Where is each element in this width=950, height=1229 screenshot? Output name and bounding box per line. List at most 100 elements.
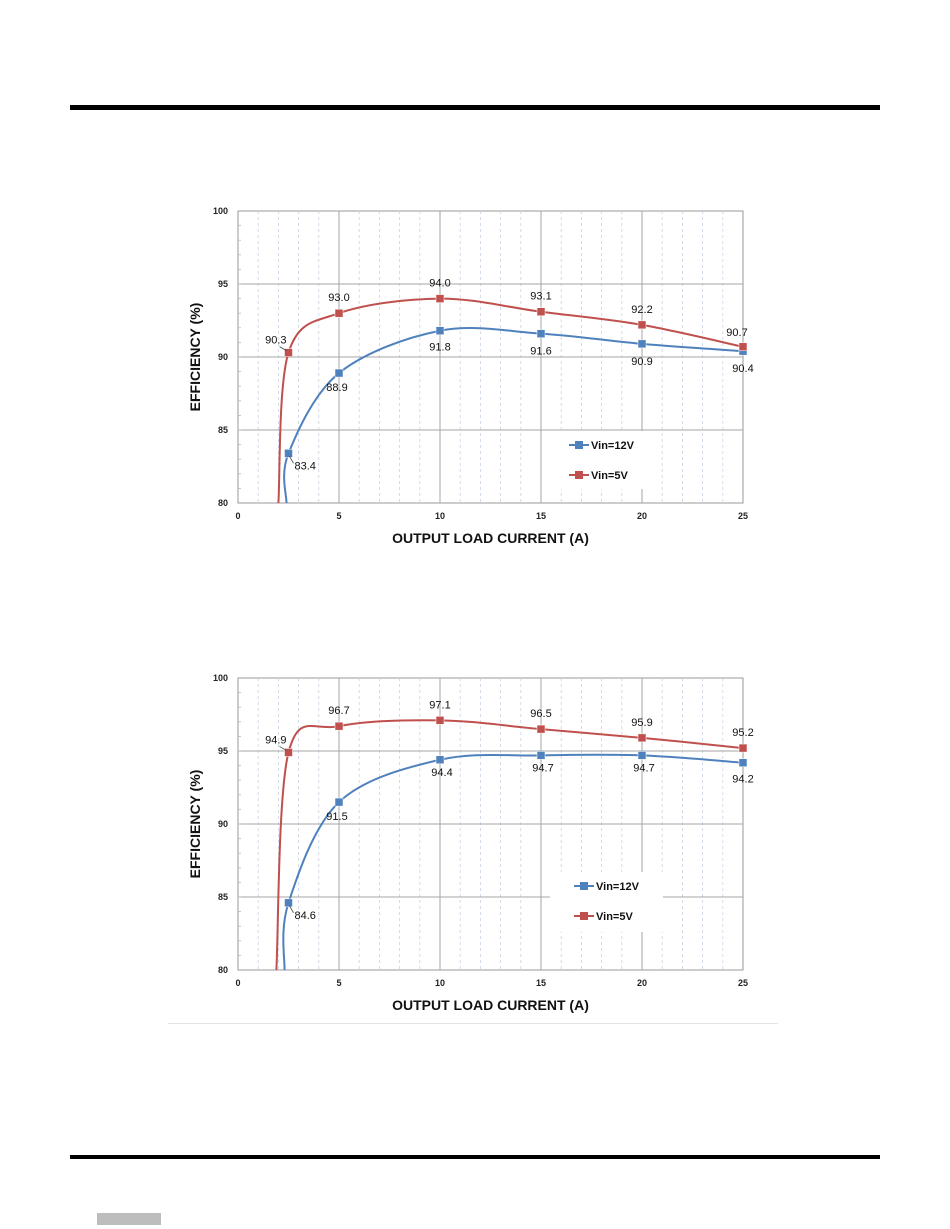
legend-marker <box>575 471 583 479</box>
series-0: 83.4 88.9 91.8 91.6 90.9 90.4 <box>283 326 754 504</box>
y-tick-label: 100 <box>213 673 228 683</box>
series-1: 94.9 96.7 97.1 96.5 95.9 95.2 <box>265 699 754 971</box>
y-axis-title: EFFICIENCY (%) <box>187 303 203 412</box>
legend-box <box>545 431 660 489</box>
x-tick-label: 20 <box>637 511 647 521</box>
footer-tab <box>97 1213 161 1225</box>
data-point <box>738 758 748 767</box>
data-point <box>738 342 748 352</box>
series-1: 90.3 93.0 94.0 93.1 92.2 90.7 <box>265 278 748 504</box>
data-point <box>435 716 445 725</box>
data-label: 96.7 <box>328 705 349 717</box>
data-label: 97.1 <box>429 699 450 711</box>
footer-rule <box>70 1155 880 1159</box>
y-tick-label: 80 <box>218 965 228 975</box>
data-point <box>536 724 546 734</box>
data-point <box>637 751 647 760</box>
data-point <box>738 743 748 753</box>
data-point <box>435 755 445 765</box>
tick-labels: 0 5 10 15 20 25 80 85 90 95 100 <box>213 673 748 988</box>
data-label: 94.4 <box>431 767 452 779</box>
x-tick-label: 5 <box>336 978 341 988</box>
efficiency-chart-1: 0 5 10 15 20 25 80 85 90 95 100 OUTPUT LOAD CURRENT… <box>0 195 950 615</box>
x-tick-label: 0 <box>235 978 240 988</box>
y-tick-label: 90 <box>218 352 228 362</box>
y-tick-label: 85 <box>218 425 228 435</box>
legend-label: Vin=5V <box>591 470 628 482</box>
legend-box <box>550 872 663 932</box>
data-label: 93.0 <box>328 292 349 304</box>
data-point <box>334 797 344 807</box>
data-label: 95.9 <box>631 717 652 729</box>
x-axis-title: OUTPUT LOAD CURRENT (A) <box>392 530 589 546</box>
data-label: 83.4 <box>295 460 316 472</box>
data-label: 90.7 <box>726 327 747 339</box>
data-label: 90.4 <box>732 363 753 375</box>
data-point <box>637 320 647 330</box>
data-label: 88.9 <box>326 382 347 394</box>
data-label: 92.2 <box>631 304 652 316</box>
data-label: 94.0 <box>429 278 450 290</box>
legend-marker <box>580 912 588 920</box>
data-point <box>284 449 293 458</box>
data-point <box>637 733 647 743</box>
leader-line <box>279 746 287 751</box>
x-tick-label: 15 <box>536 978 546 988</box>
data-label: 91.6 <box>530 346 551 358</box>
legend-marker <box>580 882 588 890</box>
data-point <box>536 307 546 316</box>
legend: Vin=12V Vin=5V <box>550 872 663 932</box>
x-tick-label: 10 <box>435 978 445 988</box>
data-label: 94.7 <box>532 762 553 774</box>
efficiency-chart-2-svg: 0 5 10 15 20 25 80 85 90 95 100 OUTPUT LOAD CURRENT… <box>187 673 754 1013</box>
data-label: 91.8 <box>429 342 450 354</box>
legend-label: Vin=5V <box>596 911 633 923</box>
data-label: 91.5 <box>326 811 347 823</box>
y-tick-label: 85 <box>218 892 228 902</box>
data-label: 90.3 <box>265 335 286 347</box>
x-tick-label: 5 <box>336 511 341 521</box>
leader-line <box>289 905 294 914</box>
y-tick-label: 95 <box>218 279 228 289</box>
x-tick-label: 15 <box>536 511 546 521</box>
data-point <box>637 339 647 349</box>
data-point <box>435 326 445 335</box>
data-point <box>334 308 344 318</box>
x-tick-label: 10 <box>435 511 445 521</box>
data-point <box>435 294 445 303</box>
legend: Vin=12V Vin=5V <box>545 431 660 489</box>
series-0: 84.6 91.5 94.4 94.7 94.7 94.2 <box>282 751 754 971</box>
x-tick-label: 20 <box>637 978 647 988</box>
efficiency-chart-2: 0 5 10 15 20 25 80 85 90 95 100 OUTPUT LOAD CURRENT… <box>0 662 950 1082</box>
data-label: 95.2 <box>732 727 753 739</box>
data-point <box>284 748 293 757</box>
legend-label: Vin=12V <box>591 440 635 452</box>
chart-separator <box>168 1023 778 1024</box>
legend-label: Vin=12V <box>596 881 640 893</box>
data-label: 93.1 <box>530 291 551 303</box>
header-rule <box>70 105 880 110</box>
data-point <box>334 721 344 731</box>
x-tick-label: 0 <box>235 511 240 521</box>
data-point <box>284 898 293 908</box>
data-point <box>334 368 344 378</box>
data-point <box>284 348 293 357</box>
data-point <box>536 751 546 760</box>
y-axis-title: EFFICIENCY (%) <box>187 770 203 879</box>
legend-marker <box>575 441 583 449</box>
leader-line <box>279 346 287 351</box>
data-label: 94.9 <box>265 734 286 746</box>
x-tick-label: 25 <box>738 978 748 988</box>
y-tick-label: 100 <box>213 206 228 216</box>
efficiency-chart-1-svg: 0 5 10 15 20 25 80 85 90 95 100 OUTPUT LOAD CURRENT… <box>187 206 754 546</box>
leader-line <box>289 456 294 464</box>
data-label: 90.9 <box>631 356 652 368</box>
data-label: 84.6 <box>295 910 316 922</box>
y-tick-label: 80 <box>218 498 228 508</box>
data-label: 94.2 <box>732 774 753 786</box>
x-axis-title: OUTPUT LOAD CURRENT (A) <box>392 997 589 1013</box>
data-label: 96.5 <box>530 708 551 720</box>
tick-labels: 0 5 10 15 20 25 80 85 90 95 100 <box>213 206 748 521</box>
y-tick-label: 90 <box>218 819 228 829</box>
y-tick-label: 95 <box>218 746 228 756</box>
